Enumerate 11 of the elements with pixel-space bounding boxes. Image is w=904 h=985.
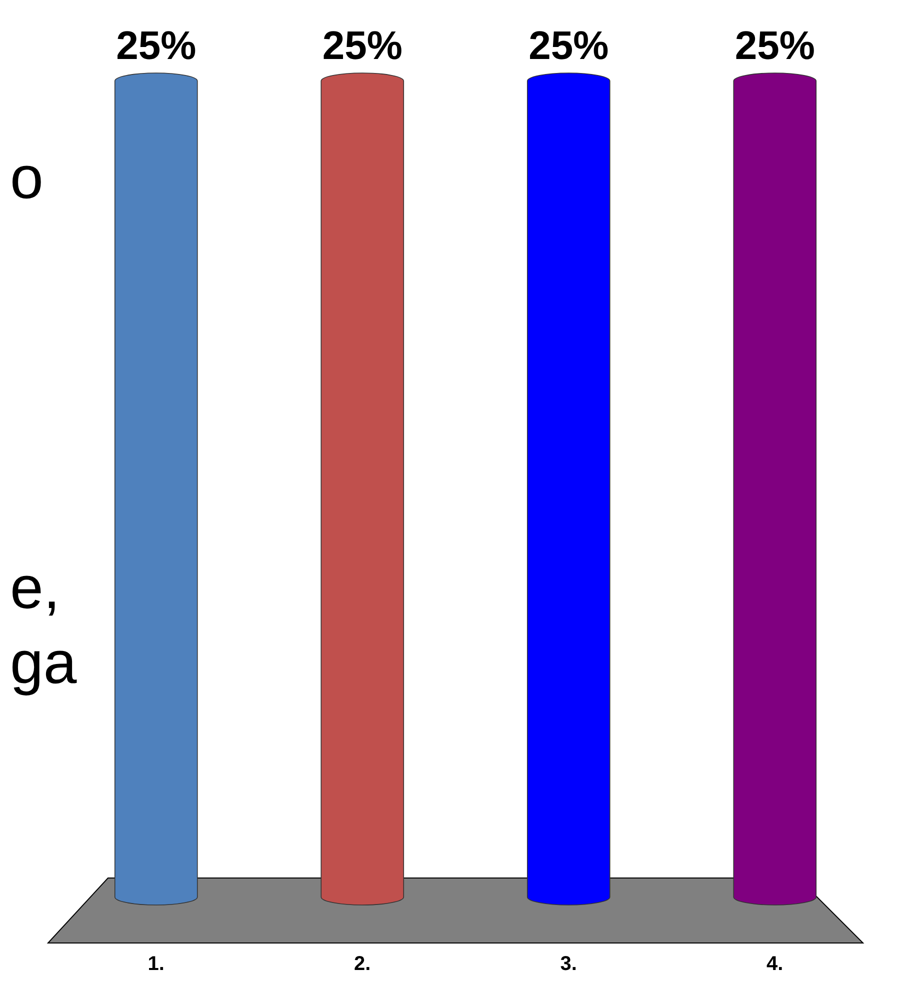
data-label: 25% <box>322 24 402 68</box>
data-label: 25% <box>528 24 609 68</box>
annotation: e, <box>10 554 60 621</box>
text: o <box>10 144 44 211</box>
data-label: 25% <box>116 24 196 68</box>
x-tick-label: 2. <box>354 953 371 975</box>
data-label: 25% <box>734 24 815 68</box>
x-tick-label: 1. <box>148 953 164 975</box>
x-tick-label: 3. <box>560 953 577 975</box>
x-tick-label: 4. <box>766 953 784 975</box>
annotation: ga <box>10 629 78 696</box>
